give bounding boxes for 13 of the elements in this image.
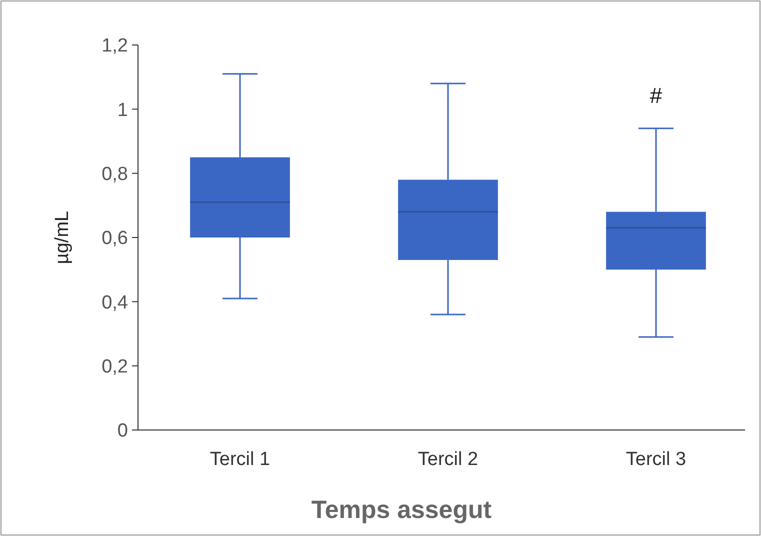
x-axis-title: Temps assegut — [311, 496, 492, 524]
x-tick-label: Tercil 1 — [210, 449, 270, 470]
y-tick-label: 0,2 — [102, 356, 128, 378]
y-tick-label: 0 — [117, 420, 128, 442]
y-tick-label: 0,8 — [102, 164, 128, 185]
x-tick-label: Tercil 3 — [626, 449, 686, 470]
x-tick-label: Tercil 2 — [418, 449, 478, 470]
y-tick-label: 0,4 — [102, 292, 128, 314]
y-tick-label: 1,2 — [102, 36, 128, 57]
y-tick-label: 0,6 — [102, 228, 128, 250]
y-axis-title: µg/mL — [52, 210, 73, 264]
y-tick-label: 1 — [117, 100, 128, 121]
annotation: # — [650, 83, 663, 108]
